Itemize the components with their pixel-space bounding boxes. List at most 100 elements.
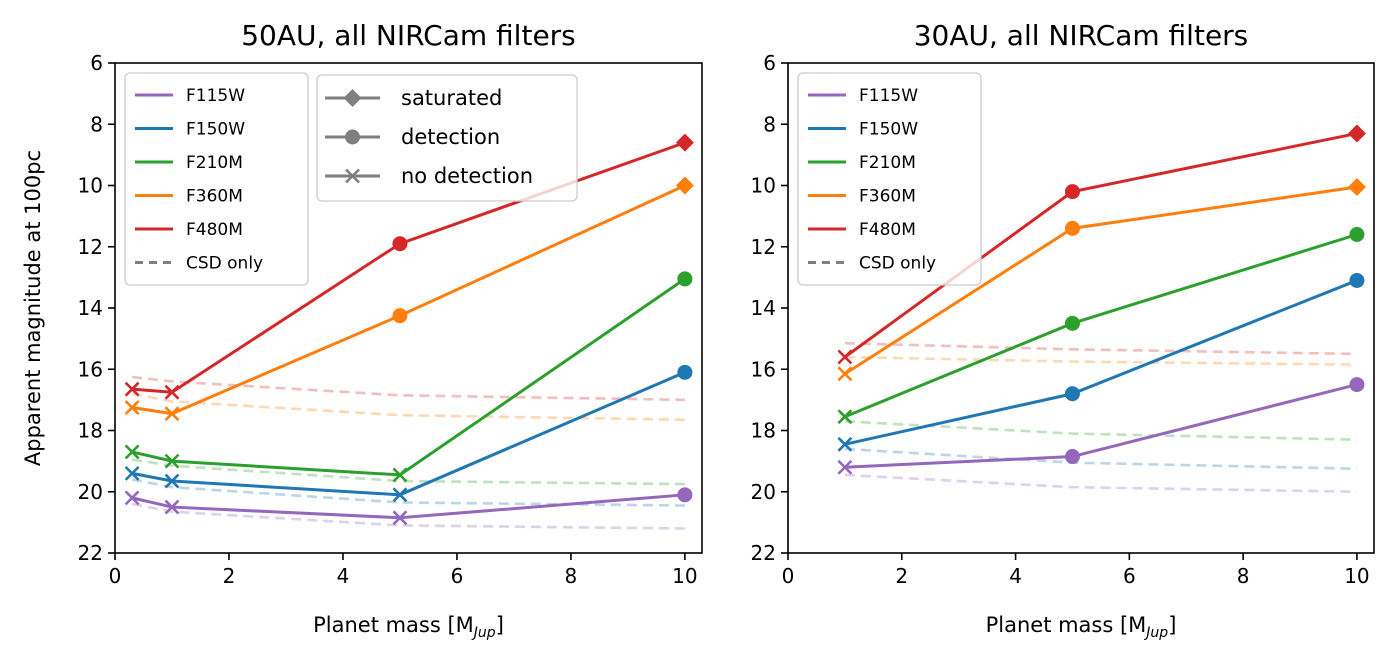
data-point-f360m	[1347, 178, 1366, 197]
legend-label-f210m: F210M	[859, 153, 916, 173]
panel-50au: 0 2 4 6 8 10 6 8 10 12 14 16 18 20 22 50AU, all NIRCam …	[21, 19, 703, 641]
data-point-f115w	[124, 490, 140, 506]
legend-label-csd: CSD only	[186, 254, 263, 274]
y-tick-label: 8	[90, 112, 103, 136]
data-point-f360m	[124, 400, 140, 415]
x-tick-label: 6	[1123, 564, 1136, 588]
y-tick-label: 20	[751, 480, 776, 504]
data-point-f150w	[1349, 272, 1365, 288]
x-axis-label-main: Planet mass [M	[986, 613, 1147, 637]
y-axis-label: Apparent magnitude at 100pc	[21, 150, 45, 466]
data-point-f150w	[1064, 386, 1080, 402]
csd-line-f210m	[131, 458, 685, 486]
legend-label-f360m: F360M	[186, 187, 243, 207]
marker-legend-label: detection	[401, 125, 500, 149]
legend-label-f210m: F210M	[186, 153, 243, 173]
data-point-f210m	[392, 467, 408, 483]
x-tick-label: 6	[451, 564, 464, 588]
legend-label-csd: CSD only	[859, 254, 936, 274]
y-tick-label: 18	[751, 419, 776, 443]
data-point-f360m	[164, 406, 180, 422]
x-tick-label: 0	[109, 564, 122, 588]
data-point-f210m	[1349, 227, 1365, 242]
csd-line-f480m	[131, 375, 685, 402]
data-point-f480m	[675, 133, 694, 152]
x-tick-label: 10	[1344, 564, 1369, 588]
data-point-f115w	[1064, 449, 1080, 465]
legend-label-f150w: F150W	[859, 120, 918, 140]
x-axis-label-end: ]	[496, 613, 504, 637]
data-point-f115w	[392, 510, 408, 526]
legend-box	[797, 72, 982, 286]
y-tick-label: 22	[78, 541, 103, 565]
csd-line-f150w	[844, 447, 1357, 471]
x-tick-label: 0	[782, 564, 795, 588]
x-tick-label: 10	[672, 564, 697, 588]
y-tick-label: 8	[763, 112, 776, 136]
marker-legend-label: no detection	[401, 164, 533, 188]
series-line-f150w	[131, 370, 686, 497]
data-point-f115w	[1349, 377, 1365, 393]
y-tick-label: 10	[751, 174, 776, 198]
data-point-f150w	[677, 364, 693, 380]
csd-line-f115w	[131, 502, 685, 530]
csd-line-f150w	[131, 478, 685, 507]
data-point-f150w	[124, 465, 140, 481]
legend-box	[124, 72, 309, 286]
csd-line-f210m	[844, 420, 1357, 441]
x-axis-label-sub: Jup	[1143, 625, 1168, 641]
y-tick-label: 22	[751, 541, 776, 565]
data-point-f210m	[677, 271, 693, 287]
legend-label-f360m: F360M	[859, 187, 916, 207]
x-axis-label: Planet mass [MJup]	[986, 613, 1177, 641]
x-tick-label: 4	[1009, 564, 1022, 588]
data-point-f150w	[164, 473, 180, 489]
csd-line-f360m	[131, 392, 685, 422]
y-tick-label: 16	[751, 357, 776, 381]
y-tick-label: 10	[78, 174, 103, 198]
series-line-f360m	[131, 184, 686, 416]
data-point-f360m	[675, 176, 694, 195]
marker-legend-symbol	[345, 168, 360, 184]
marker-legend-label: saturated	[401, 86, 502, 110]
data-point-f360m	[392, 308, 408, 324]
data-point-f480m	[837, 349, 853, 365]
chart-title: 50AU, all NIRCam filters	[241, 19, 576, 52]
csd-line-f480m	[844, 341, 1357, 356]
data-point-f115w	[164, 499, 180, 515]
x-axis-label-main: Planet mass [M	[313, 613, 474, 637]
y-tick-label: 14	[751, 296, 776, 320]
y-tick-label: 20	[78, 480, 103, 504]
chart-title: 30AU, all NIRCam filters	[914, 19, 1249, 52]
series-line-f210m	[131, 277, 686, 477]
data-point-f150w	[392, 487, 408, 503]
data-point-f210m	[164, 453, 180, 469]
x-tick-label: 8	[565, 564, 578, 588]
y-tick-label: 18	[78, 419, 103, 443]
x-tick-label: 2	[895, 564, 908, 588]
marker-legend-box	[316, 74, 578, 202]
data-point-f480m	[392, 236, 408, 252]
data-point-f480m	[164, 384, 180, 400]
y-tick-label: 12	[78, 235, 103, 259]
y-tick-label: 14	[78, 296, 103, 320]
data-point-f210m	[124, 444, 140, 460]
legend-label-f480m: F480M	[859, 220, 916, 240]
x-axis-label: Planet mass [MJup]	[313, 613, 504, 641]
panel-30au: 0 2 4 6 8 10 6 8 10 12 14 16 18 20 22 30AU, all NIRCam …	[751, 19, 1375, 641]
data-point-f210m	[837, 409, 853, 425]
data-point-f480m	[1064, 184, 1080, 200]
series-line-f115w	[131, 493, 686, 520]
csd-line-f360m	[844, 355, 1357, 366]
legend-label-f150w: F150W	[186, 120, 245, 140]
csd-line-f115w	[844, 473, 1357, 494]
data-point-f480m	[1347, 124, 1366, 143]
data-point-f115w	[677, 487, 693, 503]
marker-legend-symbol	[345, 129, 360, 145]
data-point-f480m	[124, 381, 140, 397]
marker-legend-symbol	[343, 89, 362, 107]
data-point-f210m	[1064, 315, 1080, 331]
x-tick-label: 8	[1237, 564, 1250, 588]
y-tick-label: 6	[763, 51, 776, 75]
